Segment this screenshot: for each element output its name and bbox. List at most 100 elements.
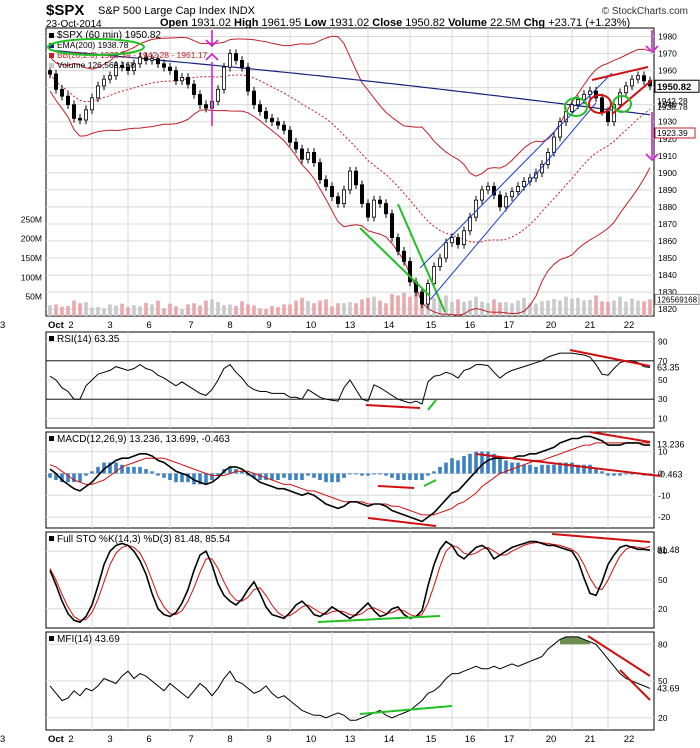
rsi-red-trendline [365, 404, 421, 409]
price-candle [503, 196, 509, 208]
legend-entry: $SPX (60 min) 1950.82 [57, 30, 161, 41]
volume-bar [360, 299, 364, 316]
macd-histogram-bar [252, 473, 256, 478]
rsi-panel-title-swatch [49, 336, 54, 341]
bottom-x-tick-label: 16 [465, 734, 476, 745]
mfi-red-trendline [587, 635, 651, 677]
index-name: S&P 500 Large Cap Index [98, 5, 226, 17]
macd-histogram-bar [66, 473, 70, 483]
magenta-arrowhead [645, 153, 659, 162]
price-panel-tick-label: 1940 [658, 100, 677, 110]
volume-bar [606, 301, 610, 316]
price-candle [371, 199, 377, 218]
bottom-x-tick-label: 17 [504, 734, 515, 745]
price-candle [179, 77, 185, 82]
macd-histogram-bar [228, 466, 232, 474]
sto-panel-title-swatch [49, 536, 54, 541]
macd-histogram-bar [318, 473, 322, 480]
price-candle [263, 111, 269, 119]
price-candle [377, 199, 383, 204]
price-x-tick-label: 14 [384, 320, 395, 331]
bottom-x-tick-label: 2 [68, 734, 73, 745]
volume-bar [72, 300, 76, 316]
ema-legend-circle [47, 38, 145, 56]
price-candle [479, 189, 485, 201]
macd-histogram-bar [498, 458, 502, 474]
volume-bar [600, 301, 604, 316]
macd-red-trendline [475, 453, 661, 477]
volume-bar [648, 299, 652, 316]
macd-histogram-bar [492, 453, 496, 474]
volume-bar [558, 300, 562, 316]
volume-bar [504, 302, 508, 316]
price-panel-tick-label: 1980 [658, 32, 677, 42]
volume-bar [144, 302, 148, 316]
price-panel-tick-label: 1920 [658, 134, 677, 144]
price-x-tick-label: Oct [48, 320, 65, 331]
macd-histogram-bar [288, 473, 292, 480]
volume-bar [108, 304, 112, 316]
mfi-panel-tick-label: 50 [658, 676, 668, 686]
volume-bar [630, 298, 634, 316]
price-candle [53, 73, 59, 90]
macd-histogram-bar [462, 456, 466, 474]
rsi-panel-tick-label: 70 [658, 356, 668, 366]
price-candle [71, 104, 77, 119]
volume-bar [612, 300, 616, 316]
price-candle [521, 180, 527, 187]
magenta-arrowhead [205, 39, 219, 48]
exchange: INDX [228, 5, 255, 17]
price-x-tick-label: 9 [266, 320, 271, 331]
volume-bar [498, 302, 502, 316]
legend-entry: EMA(200) 1938.78 [57, 40, 129, 50]
open-label: Open [160, 17, 189, 29]
price-candle [467, 216, 473, 232]
price-candle [437, 257, 443, 267]
volume-bar [462, 301, 466, 316]
price-panel-tick-label: 1890 [658, 185, 677, 195]
macd-histogram-bar [624, 473, 628, 475]
volume-bar [60, 306, 64, 316]
price-candle [245, 66, 251, 92]
volume-bar [306, 300, 310, 316]
blue-channel-line [429, 102, 597, 301]
price-candle [569, 104, 575, 112]
macd-panel-title-swatch [49, 436, 54, 441]
volume-tick-label: 50M [25, 292, 42, 302]
price-label-box [654, 127, 696, 139]
chart-subtitle: S&P 500 Large Cap Index INDX [98, 5, 255, 17]
volume-bar [474, 296, 478, 316]
price-candle [59, 88, 65, 97]
volume-bar [264, 309, 268, 316]
macd-histogram-bar [444, 462, 448, 474]
macd-histogram-bar [264, 473, 268, 480]
price-label: 1923.39 [657, 128, 688, 138]
red-resistance-line [591, 66, 649, 81]
price-x-tick-label: 15 [426, 320, 437, 331]
volume-bar [396, 295, 400, 316]
volume-bar [468, 300, 472, 316]
volume-bar [534, 303, 538, 316]
rsi-green-trendline [427, 399, 437, 411]
price-candle [341, 189, 347, 204]
volume-bar [486, 303, 490, 316]
price-candle [389, 213, 395, 239]
macd-histogram-bar [60, 473, 64, 483]
volume-bar [618, 296, 622, 316]
bottom-x-tick-label: 3 [107, 734, 112, 745]
price-candle [575, 99, 581, 106]
macd-histogram-bar [630, 473, 634, 475]
sto-panel-tick-label: 80 [658, 546, 668, 556]
macd-red-trendline [377, 485, 415, 489]
rsi-panel-tick-label: 10 [658, 413, 668, 423]
volume-bar [366, 297, 370, 316]
macd-histogram-bar [84, 473, 88, 476]
price-candle [497, 194, 503, 208]
price-label: 1938.78 [657, 102, 688, 112]
macd-histogram-bar [210, 473, 214, 480]
macd-histogram-bar [276, 473, 280, 480]
volume-bar [516, 300, 520, 316]
volume-bar [354, 303, 358, 316]
macd-histogram-bar [504, 460, 508, 474]
macd-histogram-bar [426, 473, 430, 476]
